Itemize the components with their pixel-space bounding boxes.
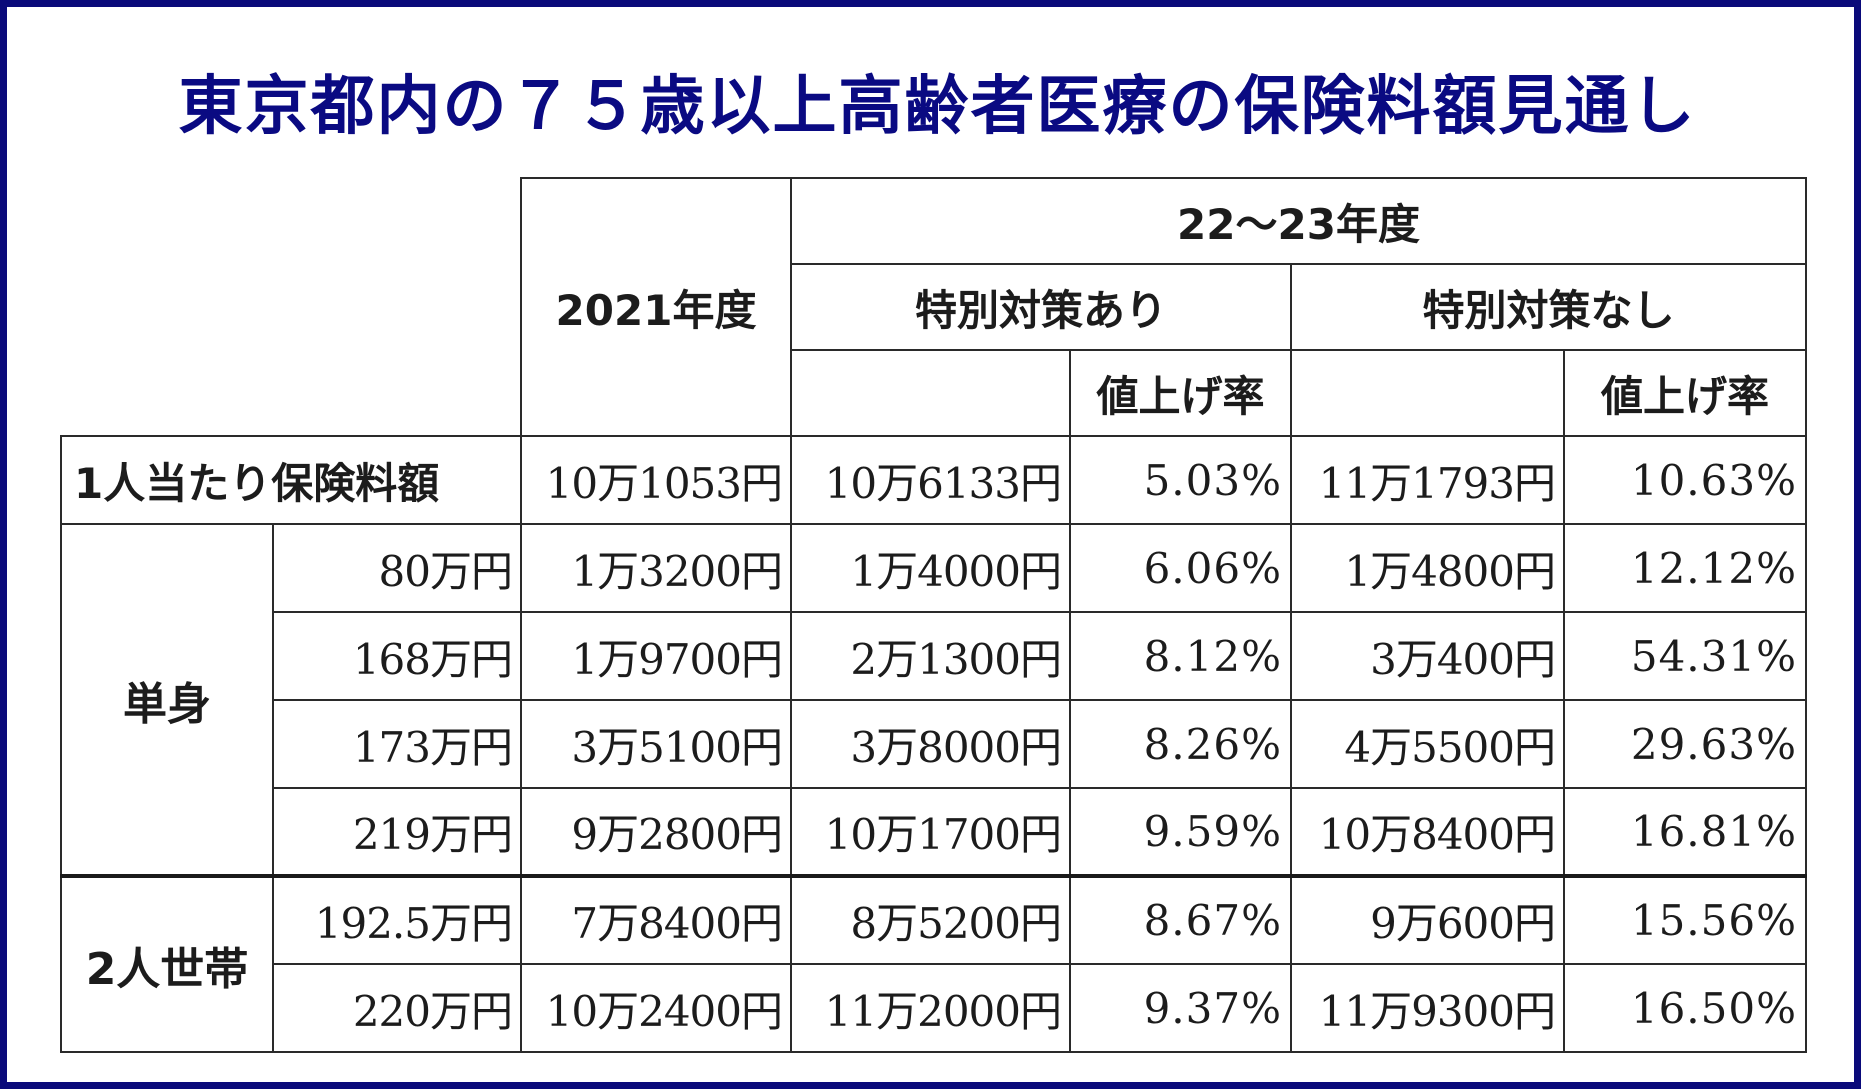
cell-with-rate: 8.12% [1069,611,1292,701]
cell-without: 9万600円 [1290,874,1565,965]
table-row-per-person: 1人当たり保険料額 10万1053円 10万6133円 5.03% 11万179… [60,435,1807,525]
header-row-1: 2021年度 22〜23年度 [61,177,1807,437]
cell-with: 8万5200円 [790,874,1071,965]
table-row: 2人世帯 192.5万円 7万8400円 8万5200円 8.67% 9万600… [60,874,1807,1053]
header-row-2: 特別対策あり 特別対策なし [61,263,1807,351]
cell-income: 219万円 [272,787,522,877]
table-row: 219万円 9万2800円 10万1700円 9.59% 10万8400円 16… [61,787,1807,877]
cell-with-rate: 5.03% [1069,435,1292,525]
header-without-measures: 特別対策なし [1290,263,1807,351]
cell-with: 2万1300円 [790,611,1071,701]
cell-without: 11万9300円 [1290,963,1565,1053]
cell-with-rate: 9.59% [1069,787,1292,877]
header-with-rate: 値上げ率 [1069,349,1292,437]
cell-2021: 1万9700円 [520,611,792,701]
cell-2021: 9万2800円 [520,787,792,877]
cell-without-rate: 16.81% [1563,787,1807,877]
cell-with: 1万4000円 [790,523,1071,613]
header-row-3: 値上げ率 値上げ率 [61,349,1807,437]
header-with-measures: 特別対策あり [790,263,1292,351]
cell-with-rate: 9.37% [1069,963,1292,1053]
cell-2021: 10万1053円 [520,435,792,525]
cell-without-rate: 16.50% [1563,963,1807,1053]
header-without-amount-blank [1290,349,1565,437]
cell-with: 10万6133円 [790,435,1071,525]
table-row: 168万円 1万9700円 2万1300円 8.12% 3万400円 54.31… [61,611,1807,701]
cell-2021: 1万3200円 [520,523,792,613]
header-with-amount-blank [790,349,1071,437]
group-label-couple: 2人世帯 [60,874,274,1053]
cell-without-rate: 29.63% [1563,699,1807,789]
cell-income: 220万円 [272,963,522,1053]
cell-without: 10万8400円 [1290,787,1565,877]
cell-without: 4万5500円 [1290,699,1565,789]
cell-with-rate: 8.67% [1069,874,1292,965]
cell-income: 192.5万円 [272,874,522,965]
premium-table: 2021年度 22〜23年度 特別対策あり 特別対策なし 値上げ率 値上げ率 1… [60,177,1807,1053]
table-row: 単身 80万円 1万3200円 1万4000円 6.06% 1万4800円 12… [60,523,1807,877]
cell-income: 80万円 [272,523,522,613]
cell-without: 1万4800円 [1290,523,1565,613]
cell-2021: 7万8400円 [520,874,792,965]
cell-without-rate: 12.12% [1563,523,1807,613]
cell-with: 3万8000円 [790,699,1071,789]
cell-without-rate: 10.63% [1563,435,1807,525]
header-without-rate: 値上げ率 [1563,349,1807,437]
corner-blank [61,178,521,436]
cell-with: 11万2000円 [790,963,1071,1053]
table-row: 173万円 3万5100円 3万8000円 8.26% 4万5500円 29.6… [61,699,1807,789]
page-title: 東京都内の７５歳以上高齢者医療の保険料額見通し [178,70,1697,144]
group-label-single: 単身 [60,523,274,877]
per-person-label: 1人当たり保険料額 [60,435,522,525]
header-2021: 2021年度 [520,177,792,437]
cell-without: 3万400円 [1290,611,1565,701]
header-22-23: 22〜23年度 [790,177,1807,265]
cell-without-rate: 54.31% [1563,611,1807,701]
cell-with: 10万1700円 [790,787,1071,877]
cell-2021: 3万5100円 [520,699,792,789]
cell-without: 11万1793円 [1290,435,1565,525]
cell-without-rate: 15.56% [1563,874,1807,965]
cell-income: 173万円 [272,699,522,789]
cell-income: 168万円 [272,611,522,701]
cell-with-rate: 6.06% [1069,523,1292,613]
table-row: 220万円 10万2400円 11万2000円 9.37% 11万9300円 1… [61,963,1807,1053]
cell-with-rate: 8.26% [1069,699,1292,789]
cell-2021: 10万2400円 [520,963,792,1053]
